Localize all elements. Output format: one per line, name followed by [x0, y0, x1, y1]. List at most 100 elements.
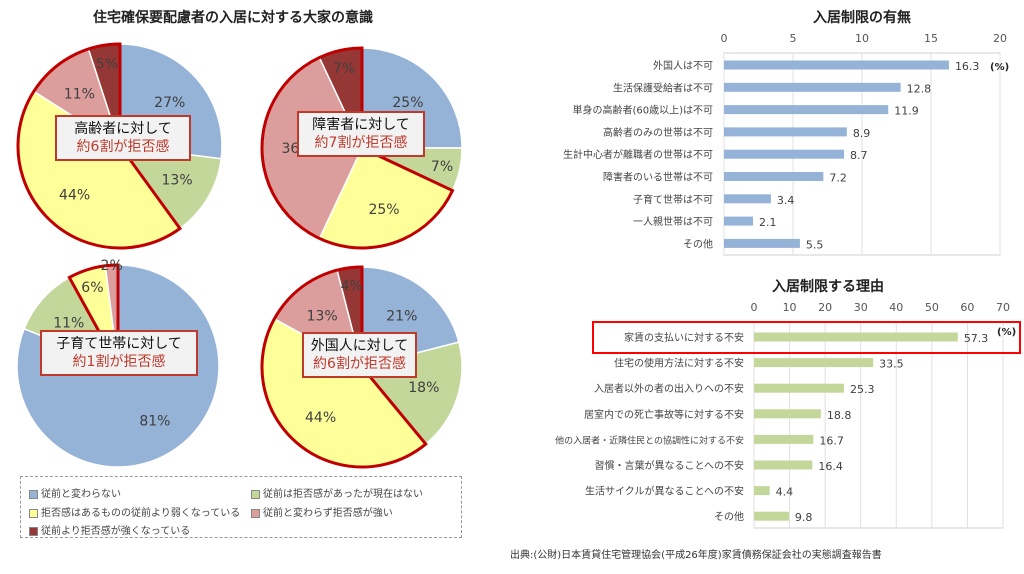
value-label: 2.1 [759, 216, 777, 229]
tick-label: 0 [751, 301, 758, 314]
callout-foreigner: 外国人に対して 約6割が拒否感 [302, 332, 417, 378]
legend-label: 従前と変わらず拒否感が強い [263, 508, 393, 519]
pie-data-label: 11% [53, 316, 84, 332]
category-label: 外国人は不可 [653, 60, 713, 72]
tick-label: 10 [783, 301, 797, 314]
category-label: その他 [683, 237, 713, 250]
value-label: 16.4 [818, 460, 843, 473]
value-label: 33.5 [879, 358, 904, 371]
value-label: 4.4 [776, 486, 794, 499]
highlight-outline [260, 46, 455, 250]
value-label: 5.5 [806, 238, 824, 251]
pie-data-label: 13% [307, 309, 338, 325]
legend-swatch [29, 508, 38, 518]
value-label: 8.7 [850, 149, 868, 162]
bar [724, 238, 800, 248]
value-label: 57.3 [964, 332, 989, 345]
pie-data-label: 27% [154, 95, 185, 111]
category-label: 生計中心者が離職者の世帯は不可 [563, 148, 713, 161]
tick-label: 20 [818, 301, 832, 314]
pie-slice [118, 145, 223, 230]
value-label: 16.7 [819, 434, 844, 447]
unit-label: (%) [997, 327, 1016, 338]
value-label: 3.4 [777, 194, 795, 207]
bar [754, 511, 789, 521]
legend-item: 従前は拒否感があったが現在はない [251, 485, 423, 500]
category-label: 生活サイクルが異なることへの不安 [585, 485, 744, 498]
pie-data-label: 5% [96, 56, 118, 72]
bar2-title: 入居制限する理由 [772, 278, 884, 295]
category-label: 子育て世帯は不可 [633, 193, 713, 206]
tick-label: 20 [993, 32, 1007, 45]
legend-label: 従前より拒否感が強くなっている [41, 526, 191, 537]
callout-disabled: 障害者に対して 約7割が拒否感 [297, 111, 425, 157]
tick-label: 30 [854, 301, 868, 314]
highlight-outline [260, 265, 428, 469]
legend-label: 従前は拒否感があったが現在はない [263, 489, 423, 500]
value-label: 7.2 [829, 172, 847, 185]
pie-data-label: 44% [305, 410, 336, 426]
pie-data-label: 21% [386, 309, 417, 325]
value-label: 9.8 [795, 511, 813, 524]
callout-line1: 高齢者に対して [74, 121, 172, 137]
tick-label: 15 [924, 32, 938, 45]
category-label: 入居者以外の者の出入りへの不安 [594, 382, 744, 395]
highlight-outline [16, 42, 183, 250]
category-label: 障害者のいる世帯は不可 [603, 171, 713, 184]
legend-swatch [29, 489, 38, 499]
bar1-title: 入居制限の有無 [813, 9, 911, 26]
bar [724, 172, 824, 181]
bar [754, 434, 814, 444]
pie-data-label: 6% [81, 280, 103, 296]
pie-data-label: 25% [392, 95, 423, 111]
legend-swatch [29, 526, 38, 536]
highlight-outline [67, 263, 120, 367]
tick-label: 70 [996, 301, 1010, 314]
tick-label: 10 [855, 32, 869, 45]
pie-data-label: 7% [333, 61, 355, 77]
callout-line2: 約6割が拒否感 [313, 356, 406, 372]
category-label: その他 [714, 510, 744, 523]
value-label: 18.8 [827, 409, 852, 422]
pie-section-title: 住宅確保要配慮者の入居に対する大家の意識 [93, 9, 373, 26]
category-label: 高齢者のみの世帯は不可 [603, 126, 713, 139]
pie-data-label: 81% [139, 413, 170, 429]
legend-swatch [251, 508, 260, 518]
legend-label: 従前と変わらない [41, 489, 121, 500]
bar [724, 149, 845, 159]
category-label: 単身の高齢者(60歳以上)は不可 [572, 104, 713, 117]
bar [754, 460, 813, 470]
legend-item: 拒否感はあるものの従前より弱くなっている [29, 504, 240, 519]
category-label: 居室内での死亡事故等に対する不安 [584, 408, 744, 421]
pie-data-label: 25% [368, 202, 399, 218]
bar [754, 358, 874, 368]
category-label: 住宅の使用方法に対する不安 [614, 357, 744, 370]
bar [724, 82, 901, 92]
bar [754, 383, 844, 393]
legend-item: 従前より拒否感が強くなっている [29, 522, 190, 537]
legend-item: 従前と変わらない [29, 485, 121, 500]
legend-label: 拒否感はあるものの従前より弱くなっている [41, 508, 241, 519]
legend-swatch [251, 489, 260, 499]
value-label: 11.9 [894, 105, 919, 118]
callout-line1: 障害者に対して [312, 117, 410, 133]
pie-data-label: 4% [341, 279, 363, 295]
tick-label: 60 [960, 301, 974, 314]
pie-legend: 従前と変わらない 従前は拒否感があったが現在はない 拒否感はあるものの従前より弱… [20, 476, 462, 538]
category-label: 他の入居者・近隣住民との協調性に対する不安 [555, 434, 744, 446]
callout-line2: 約6割が拒否感 [76, 139, 170, 155]
tick-label: 50 [925, 301, 939, 314]
callout-line1: 子育て世帯に対して [56, 336, 182, 352]
highlight-box [592, 321, 1021, 354]
pie-data-label: 18% [408, 380, 439, 396]
unit-label: (%) [990, 62, 1009, 73]
bar [724, 216, 753, 226]
value-label: 12.8 [907, 82, 932, 95]
source-note: 出典:(公財)日本賃貸住宅管理協会(平成26年度)家賃債務保証会社の実態調査報告… [510, 550, 882, 561]
pie-data-label: 7% [431, 159, 453, 175]
bar [754, 486, 770, 496]
category-label: 家賃の支払いに対する不安 [624, 331, 744, 344]
tick-label: 0 [721, 32, 728, 45]
pie-data-label: 11% [64, 87, 95, 103]
